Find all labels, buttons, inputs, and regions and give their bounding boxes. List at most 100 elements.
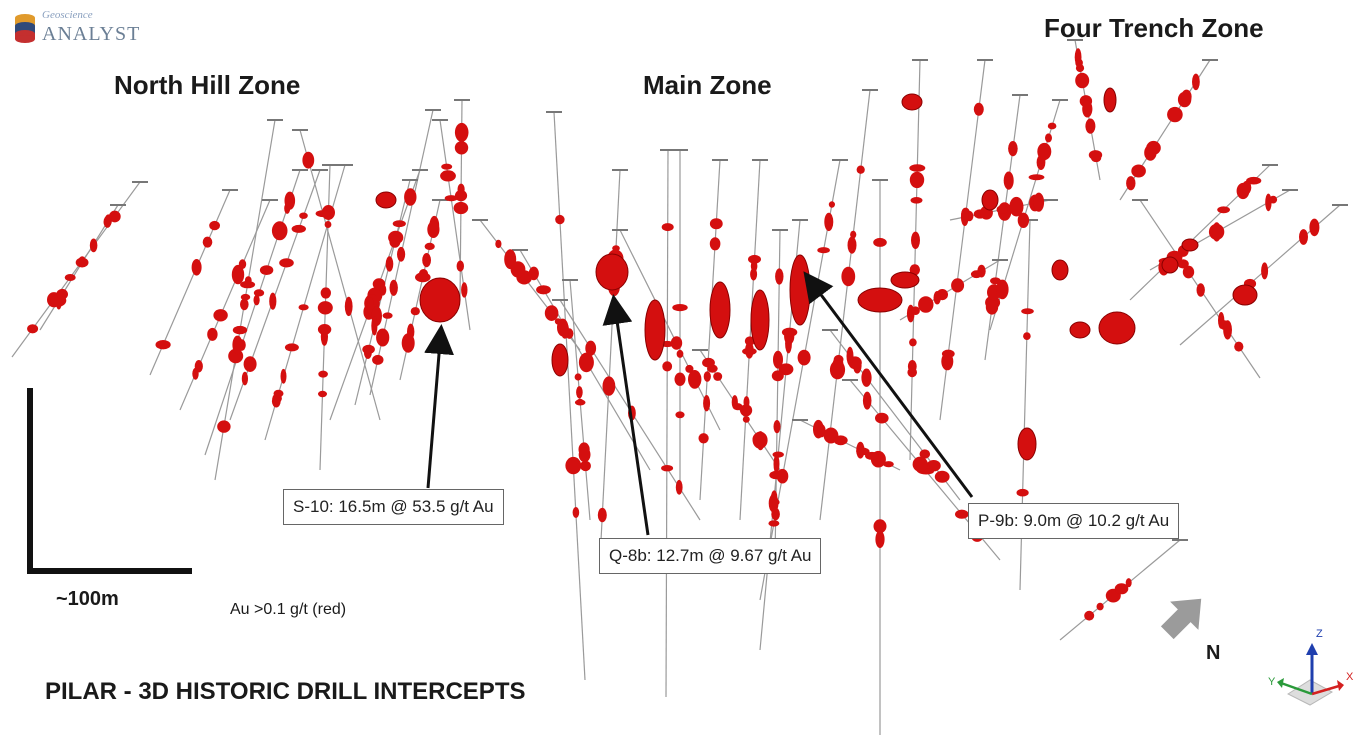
gold-intercept <box>934 470 950 483</box>
gold-intercept <box>861 368 872 387</box>
axis-triad-icon <box>1277 643 1344 706</box>
gold-intercept <box>231 264 245 285</box>
gold-intercept <box>240 280 256 289</box>
gold-intercept <box>675 479 683 495</box>
gold-intercept <box>1184 268 1193 276</box>
gold-intercept <box>856 165 865 174</box>
gold-intercept <box>941 352 954 371</box>
gold-intercept <box>597 507 607 523</box>
s10-leader-arrow <box>424 324 454 489</box>
gold-intercept <box>279 258 294 268</box>
gold-intercept <box>298 304 309 311</box>
gold-intercept <box>862 391 872 410</box>
gold-intercept <box>89 238 98 253</box>
gold-intercept <box>108 210 121 223</box>
gold-intercept <box>602 376 616 396</box>
gold-intercept <box>454 122 469 142</box>
gold-intercept <box>1017 212 1030 228</box>
drill-trace <box>553 111 586 681</box>
gold-intercept <box>909 171 925 189</box>
gold-intercept <box>748 254 761 264</box>
gold-intercept <box>662 361 673 372</box>
drill-trace <box>599 169 621 561</box>
gold-intercept <box>1144 144 1157 161</box>
gold-intercept <box>1125 578 1132 588</box>
gold-intercept <box>217 420 231 433</box>
gold-intercept <box>1192 73 1200 91</box>
gold-intercept <box>103 216 112 228</box>
gold-intercept <box>709 237 721 251</box>
gold-intercept <box>302 151 315 169</box>
gold-intercept <box>376 328 390 347</box>
gold-intercept <box>318 370 328 378</box>
gold-intercept <box>461 282 468 298</box>
gold-intercept <box>232 325 248 335</box>
gold-intercept <box>371 316 378 336</box>
gold-intercept <box>1069 321 1091 339</box>
gold-intercept <box>778 363 794 376</box>
gold-intercept <box>713 372 723 381</box>
gold-intercept <box>911 306 920 316</box>
gold-intercept <box>392 220 406 228</box>
gold-intercept <box>574 373 582 381</box>
gold-intercept <box>824 212 834 232</box>
gold-intercept <box>1075 58 1083 68</box>
gold-intercept <box>743 396 750 409</box>
gold-intercept <box>259 265 274 275</box>
gold-intercept <box>574 399 586 406</box>
gold-intercept <box>909 338 917 347</box>
gold-intercept <box>1269 195 1278 204</box>
gold-intercept <box>454 141 469 155</box>
axis-z-label: Z <box>1316 628 1323 640</box>
q8b-leader-arrow <box>602 294 650 536</box>
gold-intercept <box>572 507 580 518</box>
gold-intercept <box>909 164 926 172</box>
gold-intercept <box>670 336 683 350</box>
gold-intercept <box>585 340 597 356</box>
gold-intercept <box>1047 122 1057 130</box>
gold-intercept <box>781 327 798 337</box>
gold-intercept <box>555 214 565 225</box>
gold-intercept <box>644 299 666 361</box>
gold-intercept <box>789 254 811 326</box>
scale-bar <box>27 388 192 574</box>
gold-intercept <box>1196 283 1205 297</box>
gold-intercept <box>401 333 415 353</box>
gold-intercept <box>771 370 784 382</box>
gold-intercept <box>554 318 562 325</box>
geoscience-analyst-logo: Geoscience ANALYST <box>12 8 162 48</box>
gold-intercept <box>996 279 1009 300</box>
gold-intercept <box>709 281 731 339</box>
gold-intercept <box>404 188 417 206</box>
gold-intercept <box>382 312 393 319</box>
gold-intercept <box>1075 72 1090 89</box>
gold-intercept <box>375 191 397 209</box>
gold-intercept <box>785 333 792 354</box>
gold-intercept <box>284 191 296 210</box>
gold-intercept <box>775 268 784 285</box>
gold-intercept <box>773 350 783 369</box>
gold-intercept <box>192 367 199 380</box>
gold-intercept <box>875 530 885 549</box>
gold-intercept <box>709 218 723 230</box>
legend-text: Au >0.1 g/t (red) <box>230 601 347 618</box>
gold-intercept <box>444 195 458 202</box>
gold-intercept <box>1084 610 1095 621</box>
gold-intercept <box>578 352 594 373</box>
gold-intercept <box>27 324 39 334</box>
gold-intercept <box>828 201 836 208</box>
gold-intercept <box>768 520 780 527</box>
gold-intercept <box>422 253 431 268</box>
q8b-callout: Q-8b: 12.7m @ 9.67 g/t Au <box>599 538 822 574</box>
gold-intercept <box>155 340 171 350</box>
gold-intercept <box>1261 262 1269 280</box>
gold-intercept <box>1096 602 1104 611</box>
drill-trace <box>665 149 669 698</box>
gold-intercept <box>873 519 887 534</box>
gold-intercept <box>773 454 780 474</box>
gold-intercept <box>379 284 387 296</box>
gold-intercept <box>742 347 757 356</box>
gold-intercept <box>238 259 247 270</box>
gold-intercept <box>56 288 68 300</box>
gold-intercept <box>241 371 248 386</box>
